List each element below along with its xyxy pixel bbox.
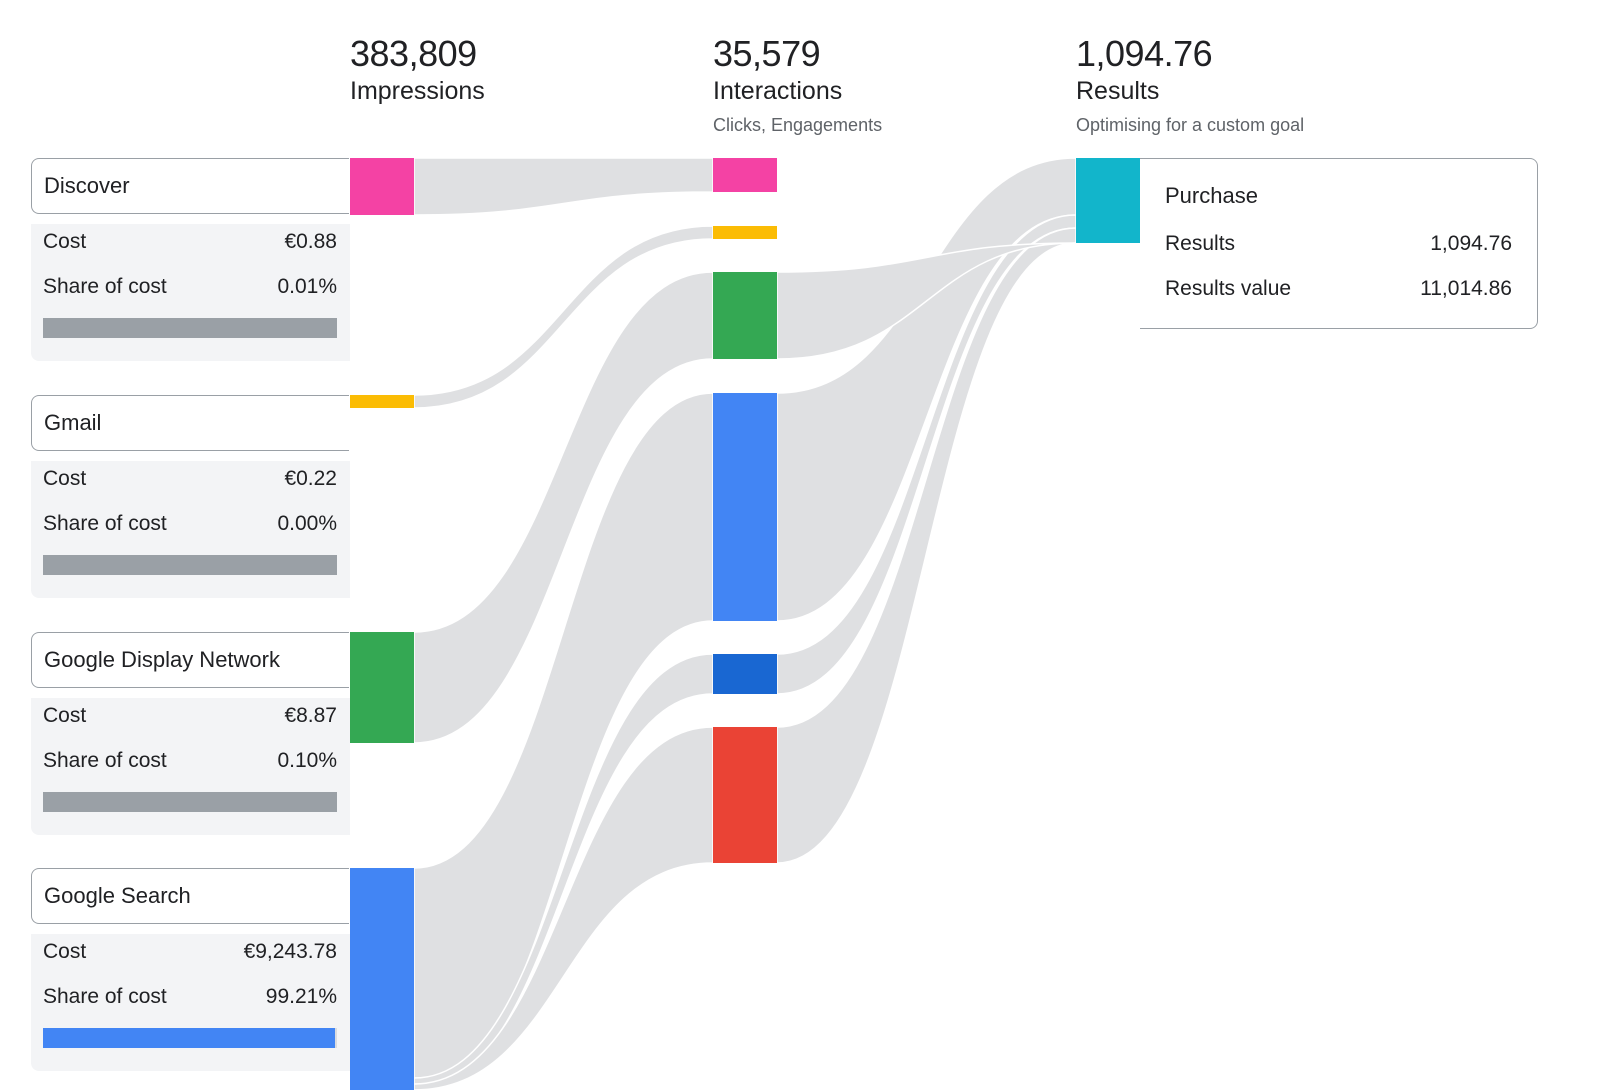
share-label: Share of cost [43, 985, 167, 1008]
channel-stats-google-search: Cost €9,243.78 Share of cost 99.21% [31, 934, 350, 1071]
cost-row: Cost €0.88 [43, 227, 337, 257]
results-value-row: Results value 11,014.86 [1165, 274, 1512, 304]
cost-value: €9,243.78 [243, 940, 337, 963]
sankey-node[interactable] [350, 158, 414, 215]
share-bar-fill [43, 1028, 335, 1048]
channel-header-discover[interactable]: Discover [31, 158, 349, 214]
channel-stats-google-display-network: Cost €8.87 Share of cost 0.10% [31, 698, 350, 835]
cost-value: €0.22 [284, 467, 337, 490]
results-row-label: Results [1165, 232, 1236, 255]
sankey-node[interactable] [713, 654, 777, 694]
share-bar [43, 1028, 337, 1048]
share-value: 0.01% [277, 275, 337, 298]
share-label: Share of cost [43, 275, 167, 298]
results-row: Results 1,094.76 [1165, 229, 1512, 259]
share-row: Share of cost 0.01% [43, 272, 337, 302]
share-row: Share of cost 99.21% [43, 982, 337, 1012]
interactions-total: 35,579 [713, 33, 821, 74]
sankey-node[interactable] [713, 158, 777, 192]
sankey-node[interactable] [350, 868, 414, 1090]
cost-label: Cost [43, 940, 87, 963]
channel-stats-discover: Cost €0.88 Share of cost 0.01% [31, 224, 350, 361]
share-row: Share of cost 0.00% [43, 509, 337, 539]
result-card-purchase[interactable]: Purchase Results 1,094.76 Results value … [1140, 158, 1538, 329]
sankey-node[interactable] [713, 393, 777, 621]
cost-label: Cost [43, 704, 87, 727]
share-bar [43, 792, 337, 812]
flow-band[interactable] [413, 726, 714, 1090]
cost-label: Cost [43, 230, 87, 253]
flow-band[interactable] [413, 157, 714, 216]
share-label: Share of cost [43, 512, 167, 535]
share-value: 99.21% [265, 985, 337, 1008]
results-total: 1,094.76 [1076, 33, 1213, 74]
cost-label: Cost [43, 467, 87, 490]
flow-band[interactable] [413, 271, 714, 744]
cost-value: €0.88 [284, 230, 337, 253]
impressions-label: Impressions [350, 77, 485, 105]
results-sublabel: Optimising for a custom goal [1076, 115, 1305, 135]
sankey-node[interactable] [713, 272, 777, 359]
results-label: Results [1076, 77, 1160, 105]
share-value: 0.00% [277, 512, 337, 535]
cost-row: Cost €9,243.78 [43, 937, 337, 967]
channel-header-google-search[interactable]: Google Search [31, 868, 349, 924]
share-bar [43, 318, 337, 338]
impressions-total: 383,809 [350, 33, 477, 74]
channel-stats-gmail: Cost €0.22 Share of cost 0.00% [31, 461, 350, 598]
cost-value: €8.87 [284, 704, 337, 727]
sankey-node[interactable] [350, 395, 414, 408]
flow-band[interactable] [776, 242, 1077, 360]
share-label: Share of cost [43, 749, 167, 772]
results-header: 1,094.76 Results Optimising for a custom… [1076, 34, 1304, 136]
sankey-node[interactable] [1076, 158, 1140, 243]
sankey-node[interactable] [713, 727, 777, 863]
interactions-sublabel: Clicks, Engagements [713, 115, 883, 135]
share-row: Share of cost 0.10% [43, 746, 337, 776]
share-bar [43, 555, 337, 575]
sankey-node[interactable] [713, 226, 777, 239]
cost-row: Cost €8.87 [43, 701, 337, 731]
results-value-label: Results value [1165, 277, 1292, 300]
sankey-node[interactable] [350, 632, 414, 743]
interactions-header: 35,579 Interactions Clicks, Engagements [713, 34, 882, 136]
cost-row: Cost €0.22 [43, 464, 337, 494]
channel-header-google-display-network[interactable]: Google Display Network [31, 632, 349, 688]
results-value-value: 11,014.86 [1420, 277, 1512, 300]
results-row-value: 1,094.76 [1430, 232, 1512, 255]
share-value: 0.10% [277, 749, 337, 772]
channel-header-gmail[interactable]: Gmail [31, 395, 349, 451]
interactions-label: Interactions [713, 77, 843, 105]
result-title: Purchase [1165, 183, 1258, 208]
impressions-header: 383,809 Impressions [350, 34, 485, 106]
